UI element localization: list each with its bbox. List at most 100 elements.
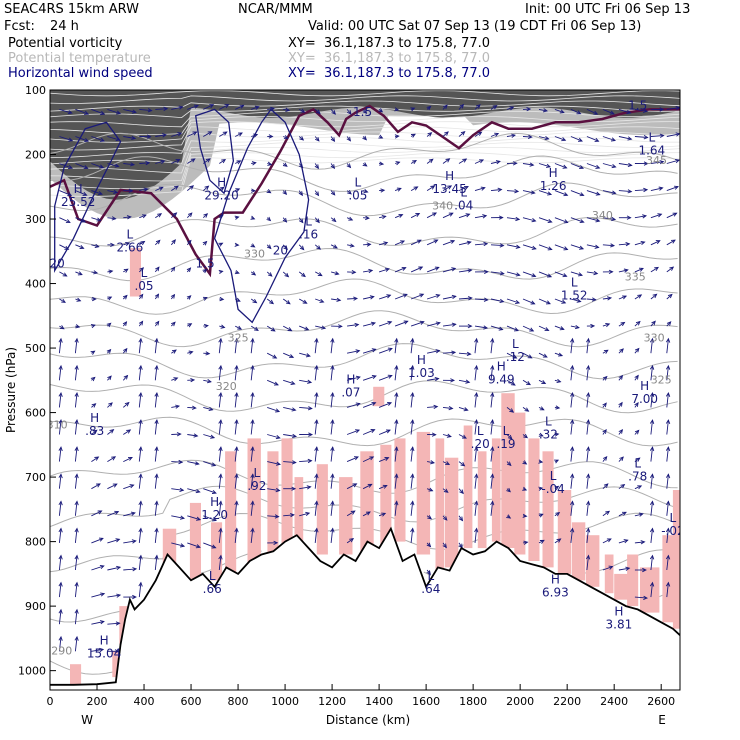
wind-vector-head [611,164,617,169]
wind-vector-head [194,461,200,466]
wind-vector-head [173,185,179,190]
wind-vector-head [622,295,628,300]
wind-vector-head [434,266,440,271]
wind-vector-head [643,595,649,601]
wind-vector-head [579,219,585,224]
wind-vector [123,456,133,463]
wind-vector [299,460,312,463]
wind-vector [75,271,83,276]
extremum-kind: L [127,227,134,241]
y-axis-title: Pressure (hPa) [4,347,18,433]
wind-vector-head [74,446,79,452]
wind-vector-head [111,456,117,461]
wind-vector-head [234,500,239,506]
wind-vector [650,501,653,516]
wind-vector-head [665,500,671,506]
wind-vector [171,405,180,408]
wind-vector-head [347,109,352,115]
wind-vector [474,131,482,137]
wind-vector [330,474,334,489]
wind-vector [458,241,471,246]
wind-vector-head [561,137,567,142]
wind-vector [618,269,628,273]
wind-vector-head [442,516,448,521]
wind-vector [410,528,414,543]
wind-vector-head [547,273,553,278]
wind-vector [330,528,334,543]
wind-vector [666,555,669,571]
wind-vector-head [622,511,627,516]
wind-vector [650,240,660,246]
wind-vector-head [593,110,599,115]
wind-vector-head [234,527,239,533]
extremum-value: -.04 [541,482,564,496]
wind-vector-head [330,500,335,506]
wind-vector [602,297,612,300]
wind-vector-head [448,212,454,217]
y-tick-label: 800 [25,536,46,549]
wind-vector [59,190,72,196]
wind-vector-head [416,239,422,244]
wind-vector-head [319,298,325,303]
wind-vector [618,243,630,246]
wind-vector [218,365,222,381]
wind-vector-head [157,213,163,218]
wind-vector [506,407,514,413]
wind-vector-head [314,527,319,533]
wind-vector-head [665,337,671,343]
wind-vector [538,271,552,278]
wind-vector [650,267,659,273]
wind-vector [394,240,405,246]
wind-vector-head [154,473,159,479]
wind-vector-head [499,243,505,248]
wind-vector-head [353,296,359,301]
wind-vector [410,186,418,191]
wind-vector-head [649,337,655,343]
wind-vector-head [266,216,272,222]
wind-vector-head [474,473,479,479]
y-tick-label: 700 [25,471,46,484]
wind-vector [267,379,279,386]
wind-vector-head [542,353,548,358]
wind-vector-head [608,269,614,275]
wind-vector [314,109,321,114]
pv-low-column [394,438,406,542]
wind-contour-label: 20 [49,256,64,270]
pv-low-column [604,554,614,594]
wind-vector-head [176,432,182,437]
wind-vector-head [275,487,281,493]
wind-vector [154,240,161,246]
wind-vector [458,269,472,273]
wind-vector-head [273,381,279,386]
wind-vector [474,420,478,435]
wind-vector [91,621,104,625]
wind-vector-head [111,216,117,221]
wind-vector-head [511,133,516,138]
wind-vector-head [672,212,678,217]
wind-vector-head [611,190,617,195]
wind-vector [107,402,113,408]
wind-vector-head [314,500,319,506]
wind-vector [522,352,532,359]
wind-vector-head [499,271,505,276]
wind-vector [378,294,391,300]
pv-low-column [528,438,540,561]
wind-vector [203,131,212,137]
wind-vector-head [563,219,569,224]
wind-vector-head [640,240,646,246]
wind-vector [474,215,487,219]
wind-vector-head [138,419,143,425]
y-tick-label: 900 [25,600,46,613]
valid-time: Valid: 00 UTC Sat 07 Sep 13 (19 CDT Fri … [308,19,642,34]
x-tick-label: 2200 [553,695,581,708]
wind-vector-head [498,326,504,331]
pv-low-column [648,567,660,613]
extremum-value: 25.52 [61,195,95,209]
wind-contour-label: 20 [273,244,288,258]
wind-vector [59,244,69,250]
wind-vector-head [84,137,90,143]
wind-vector-head [190,158,196,163]
wind-vector [314,365,318,381]
wind-vector [203,158,211,164]
wind-vector-head [506,461,512,467]
